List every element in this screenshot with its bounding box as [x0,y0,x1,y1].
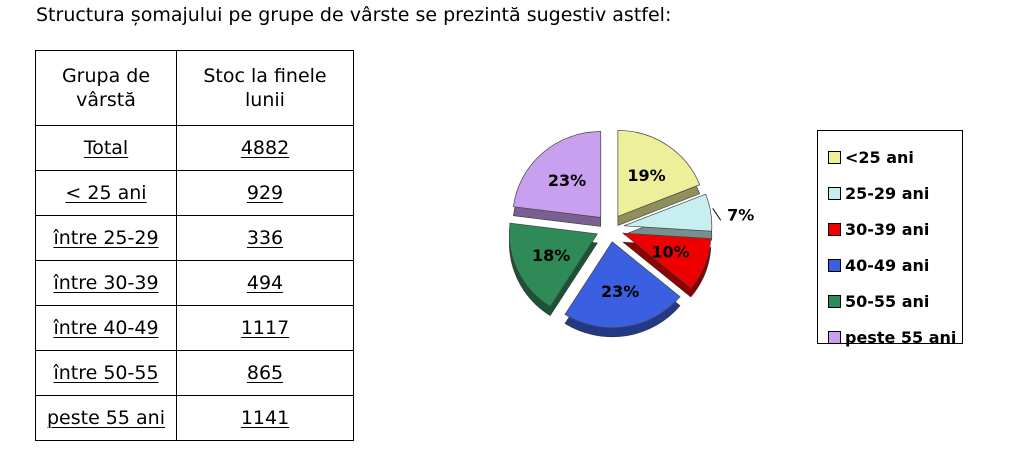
legend-swatch [828,330,841,344]
table-row: între 40-49 1117 [35,305,354,351]
legend-swatch [828,186,841,200]
table-row: între 30-39 494 [35,260,354,306]
pie-slice-label: 10% [651,243,689,262]
table-row: între 50-55 865 [35,350,354,396]
row-group: între 40-49 [53,317,159,339]
row-group: între 25-29 [53,227,159,249]
pie-slice [564,241,681,329]
row-group: între 50-55 [53,362,159,384]
legend-item: <25 ani [828,139,962,175]
pie-slice-label: 19% [627,166,665,185]
row-value: 1117 [240,317,290,339]
legend-item: 50-55 ani [828,283,962,319]
table-row: peste 55 ani 1141 [35,395,354,441]
pie-slice [617,130,701,217]
pie-slice [513,131,602,218]
legend-label: 25-29 ani [845,183,930,203]
row-group: < 25 ani [65,182,147,204]
row-group: Total [83,137,129,159]
legend-item: 25-29 ani [828,175,962,211]
legend-label: 40-49 ani [845,255,930,275]
row-group: între 30-39 [53,272,159,294]
row-value: 1141 [240,407,290,429]
pie-slice-label: 23% [601,282,639,301]
legend-swatch [828,258,841,272]
legend-swatch [828,294,841,308]
legend-swatch [828,222,841,236]
legend-item: peste 55 ani [828,319,962,355]
row-value: 336 [246,227,284,249]
unemployment-table: Grupa de vârstă Stoc la finele lunii Tot… [35,50,354,441]
legend-label: <25 ani [845,147,914,167]
legend-item: 40-49 ani [828,247,962,283]
table-row: < 25 ani 929 [35,170,354,216]
pie-slice-label: 18% [532,246,570,265]
pie-slice-label: 23% [548,171,586,190]
pie-slice-label: 7% [727,205,754,224]
row-group: peste 55 ani [46,407,165,429]
table-row: Total 4882 [35,125,354,171]
table-header-row: Grupa de vârstă Stoc la finele lunii [35,50,354,126]
age-structure-pie-chart: 19% 7% 10% 23% 18% 23% [509,130,754,338]
page-heading: Structura șomajului pe grupe de vârste s… [36,4,672,26]
row-value: 494 [246,272,284,294]
pie-slice [509,222,598,308]
chart-legend: <25 ani 25-29 ani 30-39 ani 40-49 ani 50… [817,130,963,347]
legend-label: 50-55 ani [845,291,930,311]
row-value: 929 [246,182,284,204]
header-stock: Stoc la finele lunii [176,50,354,126]
table-row: între 25-29 336 [35,215,354,261]
legend-item: 30-39 ani [828,211,962,247]
row-value: 865 [246,362,284,384]
pie-slice [621,232,712,289]
row-value: 4882 [240,137,290,159]
header-age-group: Grupa de vârstă [35,50,177,126]
legend-label: 30-39 ani [845,219,930,239]
legend-label: peste 55 ani [845,327,957,347]
legend-swatch [828,150,841,164]
pie-slice [623,193,713,232]
label-leader-line [712,208,722,221]
